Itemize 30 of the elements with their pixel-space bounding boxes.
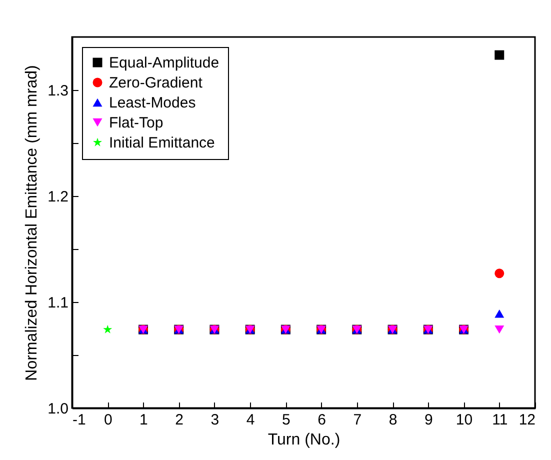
x-tick-label: 0 (104, 412, 112, 428)
x-tick-label: 7 (353, 412, 362, 428)
x-tick-label: 10 (456, 412, 473, 428)
point (494, 50, 504, 60)
legend-label: Least-Modes (109, 94, 196, 112)
x-tick-label: 9 (424, 412, 433, 428)
legend-label: Flat-Top (109, 114, 164, 132)
y-axis-title: Normalized Horizontal Emittance (mm mrad) (24, 65, 41, 381)
x-axis-title: Turn (No.) (268, 432, 340, 448)
y-tick-label: 1.3 (48, 82, 68, 100)
x-tick-label: 12 (518, 412, 536, 428)
x-tick-label: 1 (140, 412, 148, 428)
y-tick-label: 1.1 (48, 294, 68, 312)
point (103, 324, 112, 334)
y-tick-label: 1.2 (48, 188, 68, 206)
x-tick-label: 4 (246, 412, 255, 428)
x-tick-label: 5 (282, 412, 290, 428)
y-tick-label: 1.0 (48, 400, 68, 418)
legend-label: Equal-Amplitude (109, 54, 220, 72)
point (494, 310, 504, 318)
x-tick-label: 11 (492, 412, 508, 428)
x-tick-label: -1 (72, 412, 86, 428)
x-tick-label: 8 (388, 412, 398, 428)
x-tick-label: 2 (175, 412, 184, 428)
x-tick-label: 6 (318, 412, 326, 428)
legend-label: Initial Emittance (109, 134, 215, 152)
point (494, 325, 504, 334)
point (494, 268, 504, 278)
legend-label: Zero-Gradient (109, 74, 204, 92)
x-tick-label: 3 (210, 412, 220, 428)
